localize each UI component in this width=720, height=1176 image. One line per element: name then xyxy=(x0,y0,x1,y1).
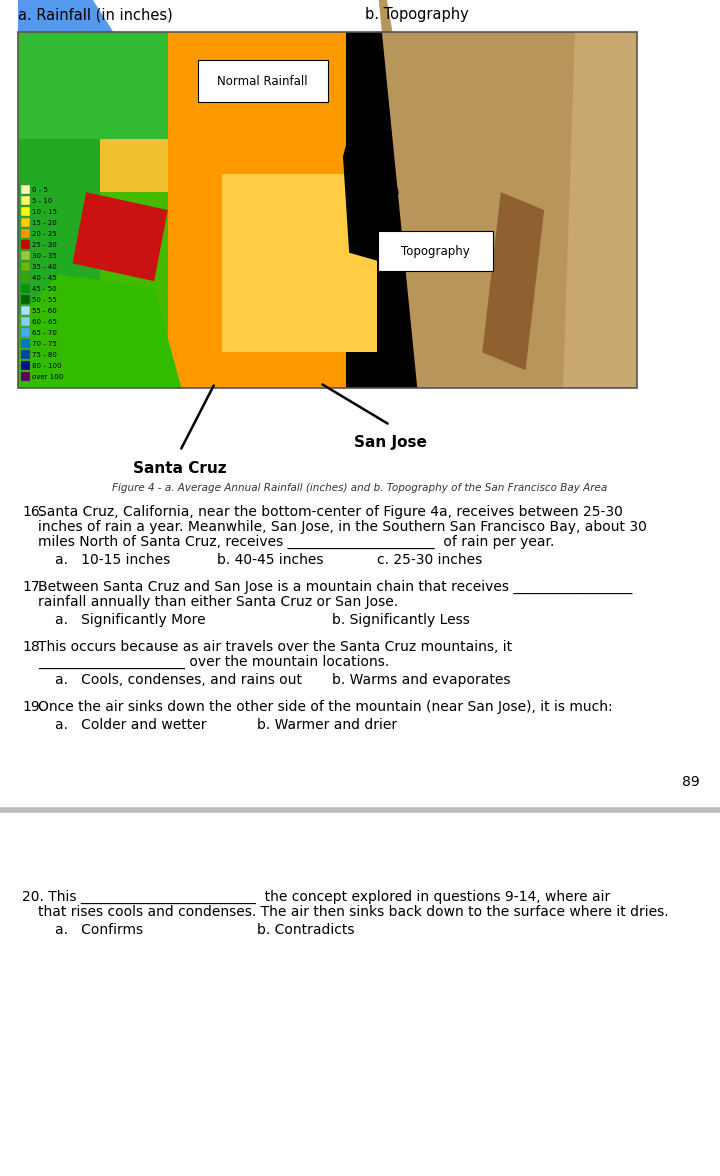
Text: 89: 89 xyxy=(683,775,700,789)
Polygon shape xyxy=(482,192,544,370)
Bar xyxy=(21,273,30,282)
Text: b. Warms and evaporates: b. Warms and evaporates xyxy=(332,673,510,687)
Polygon shape xyxy=(18,274,181,388)
Text: 5 - 10: 5 - 10 xyxy=(32,198,53,203)
Text: 60 - 65: 60 - 65 xyxy=(32,319,57,325)
Bar xyxy=(21,339,30,348)
Text: 20 - 25: 20 - 25 xyxy=(32,230,57,236)
Bar xyxy=(21,295,30,305)
Text: San Jose: San Jose xyxy=(354,435,426,450)
Bar xyxy=(21,262,30,272)
Bar xyxy=(99,192,168,388)
Text: a.   Significantly More: a. Significantly More xyxy=(55,613,206,627)
Text: 20. This _________________________  the concept explored in questions 9-14, wher: 20. This _________________________ the c… xyxy=(22,890,611,904)
Polygon shape xyxy=(563,32,637,388)
Bar xyxy=(21,252,30,260)
Polygon shape xyxy=(368,0,637,388)
Text: 0 - 5: 0 - 5 xyxy=(32,187,48,193)
Text: 45 - 50: 45 - 50 xyxy=(32,286,57,292)
Text: a.   10-15 inches: a. 10-15 inches xyxy=(55,553,170,567)
Text: b. Topography: b. Topography xyxy=(364,7,469,22)
Bar xyxy=(21,207,30,216)
Text: 75 - 80: 75 - 80 xyxy=(32,352,57,358)
Text: a.   Confirms: a. Confirms xyxy=(55,923,143,937)
Text: 17.: 17. xyxy=(22,580,44,594)
Text: inches of rain a year. Meanwhile, San Jose, in the Southern San Francisco Bay, a: inches of rain a year. Meanwhile, San Jo… xyxy=(38,520,647,534)
Text: 80 - 100: 80 - 100 xyxy=(32,362,61,368)
Polygon shape xyxy=(73,192,168,281)
Bar xyxy=(18,32,343,388)
Text: 19.: 19. xyxy=(22,700,44,714)
Text: a.   Colder and wetter: a. Colder and wetter xyxy=(55,719,207,731)
Bar xyxy=(21,318,30,326)
Text: b. Contradicts: b. Contradicts xyxy=(257,923,354,937)
Bar xyxy=(197,60,328,102)
Bar xyxy=(18,32,99,388)
Text: 18.: 18. xyxy=(22,640,44,654)
Bar xyxy=(21,196,30,205)
Bar xyxy=(21,240,30,249)
Text: 65 - 70: 65 - 70 xyxy=(32,329,57,335)
Text: This occurs because as air travels over the Santa Cruz mountains, it: This occurs because as air travels over … xyxy=(38,640,512,654)
Bar xyxy=(18,32,637,388)
Polygon shape xyxy=(343,111,399,263)
Bar xyxy=(21,229,30,238)
Text: that rises cools and condenses. The air then sinks back down to the surface wher: that rises cools and condenses. The air … xyxy=(38,906,669,918)
Text: 40 - 45: 40 - 45 xyxy=(32,274,57,281)
Text: b. Warmer and drier: b. Warmer and drier xyxy=(257,719,397,731)
Text: 10 - 15: 10 - 15 xyxy=(32,208,57,214)
Bar xyxy=(21,285,30,293)
Text: Figure 4 - a. Average Annual Rainfall (inches) and b. Topography of the San Fran: Figure 4 - a. Average Annual Rainfall (i… xyxy=(112,483,608,493)
Text: 70 - 75: 70 - 75 xyxy=(32,341,57,347)
Text: 15 - 20: 15 - 20 xyxy=(32,220,57,226)
Text: 25 - 30: 25 - 30 xyxy=(32,241,57,248)
Text: c. 25-30 inches: c. 25-30 inches xyxy=(377,553,482,567)
Text: 30 - 35: 30 - 35 xyxy=(32,253,57,259)
Text: a.   Cools, condenses, and rains out: a. Cools, condenses, and rains out xyxy=(55,673,302,687)
Bar xyxy=(21,361,30,370)
Bar xyxy=(378,232,493,272)
Text: Once the air sinks down the other side of the mountain (near San Jose), it is mu: Once the air sinks down the other side o… xyxy=(38,700,613,714)
Bar xyxy=(21,185,30,194)
Text: rainfall annually than either Santa Cruz or San Jose.: rainfall annually than either Santa Cruz… xyxy=(38,595,398,609)
Text: 50 - 55: 50 - 55 xyxy=(32,296,57,302)
Text: Santa Cruz, California, near the bottom-center of Figure 4a, receives between 25: Santa Cruz, California, near the bottom-… xyxy=(38,505,623,519)
Bar xyxy=(21,328,30,338)
Text: Topography: Topography xyxy=(401,245,470,258)
Bar xyxy=(343,32,637,388)
Text: _____________________ over the mountain locations.: _____________________ over the mountain … xyxy=(38,655,390,669)
Text: 35 - 40: 35 - 40 xyxy=(32,263,57,269)
Text: over 100: over 100 xyxy=(32,374,63,380)
Text: Santa Cruz: Santa Cruz xyxy=(133,461,227,476)
Bar xyxy=(168,32,346,388)
Text: miles North of Santa Cruz, receives _____________________  of rain per year.: miles North of Santa Cruz, receives ____… xyxy=(38,535,554,549)
Text: 55 - 60: 55 - 60 xyxy=(32,308,57,314)
Bar xyxy=(21,218,30,227)
Bar xyxy=(21,306,30,315)
Text: b. 40-45 inches: b. 40-45 inches xyxy=(217,553,323,567)
Polygon shape xyxy=(18,0,113,32)
Text: 16.: 16. xyxy=(22,505,44,519)
Bar xyxy=(18,32,168,139)
Text: a. Rainfall (in inches): a. Rainfall (in inches) xyxy=(18,7,173,22)
Bar xyxy=(21,372,30,381)
Bar xyxy=(222,174,377,353)
Text: b. Significantly Less: b. Significantly Less xyxy=(332,613,470,627)
Text: Normal Rainfall: Normal Rainfall xyxy=(217,75,308,88)
Bar xyxy=(21,350,30,359)
Text: Between Santa Cruz and San Jose is a mountain chain that receives ______________: Between Santa Cruz and San Jose is a mou… xyxy=(38,580,632,594)
